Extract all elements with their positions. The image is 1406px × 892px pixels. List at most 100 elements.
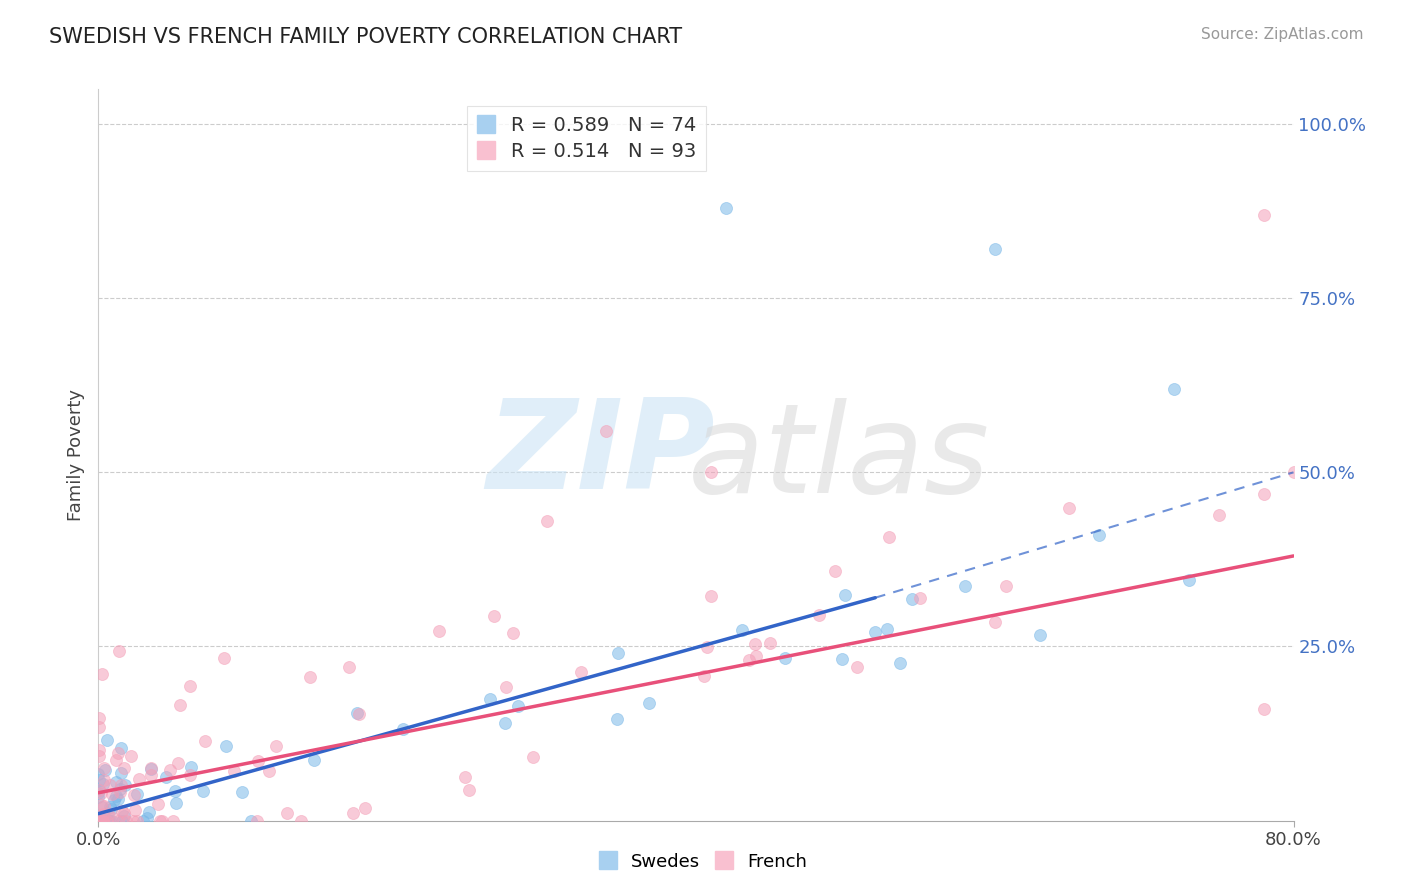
Point xyxy=(191,784,214,798)
Point xyxy=(108,785,131,799)
Point xyxy=(162,814,184,828)
Point xyxy=(114,814,136,828)
Point xyxy=(908,591,931,606)
Point xyxy=(149,814,172,828)
Point xyxy=(138,805,160,820)
Point xyxy=(346,706,368,720)
Point xyxy=(91,806,114,821)
Point xyxy=(104,789,127,804)
Point xyxy=(1163,382,1185,396)
Point xyxy=(155,770,177,784)
Point xyxy=(107,791,129,805)
Point xyxy=(429,624,451,639)
Point xyxy=(98,778,121,792)
Point xyxy=(93,761,115,775)
Point xyxy=(876,622,898,636)
Point xyxy=(738,653,761,667)
Point xyxy=(900,592,922,607)
Point xyxy=(502,626,524,640)
Point xyxy=(222,764,245,779)
Point xyxy=(97,807,120,822)
Point xyxy=(90,799,112,814)
Point xyxy=(834,588,856,602)
Point xyxy=(194,734,217,748)
Point xyxy=(1253,487,1275,501)
Point xyxy=(108,782,131,797)
Point xyxy=(97,814,120,828)
Point xyxy=(91,814,114,828)
Point xyxy=(700,466,723,480)
Point xyxy=(87,720,110,734)
Point xyxy=(87,814,110,828)
Point xyxy=(146,797,169,812)
Point xyxy=(454,770,477,784)
Point xyxy=(595,424,617,438)
Y-axis label: Family Poverty: Family Poverty xyxy=(66,389,84,521)
Point xyxy=(607,646,630,660)
Point xyxy=(103,793,125,807)
Point xyxy=(101,811,124,825)
Point xyxy=(165,796,187,810)
Point xyxy=(290,814,312,828)
Point xyxy=(90,812,112,826)
Point xyxy=(141,762,163,776)
Point xyxy=(637,697,659,711)
Point xyxy=(215,739,238,753)
Point xyxy=(104,775,127,789)
Point xyxy=(98,800,121,814)
Point xyxy=(107,814,129,828)
Point xyxy=(495,681,517,695)
Point xyxy=(494,716,516,731)
Point xyxy=(824,564,846,578)
Point xyxy=(1208,508,1230,523)
Point xyxy=(135,811,157,825)
Point xyxy=(246,754,269,768)
Point xyxy=(87,786,110,800)
Point xyxy=(87,748,110,763)
Point xyxy=(1028,628,1050,642)
Legend: R = 0.589   N = 74, R = 0.514   N = 93: R = 0.589 N = 74, R = 0.514 N = 93 xyxy=(467,106,706,171)
Point xyxy=(120,749,142,764)
Point xyxy=(807,608,830,623)
Point xyxy=(110,740,132,755)
Point xyxy=(877,530,900,544)
Point xyxy=(831,651,853,665)
Point xyxy=(1282,465,1305,479)
Point xyxy=(392,722,415,736)
Point xyxy=(111,805,134,819)
Point xyxy=(179,768,201,782)
Point xyxy=(127,787,149,801)
Point xyxy=(100,802,122,816)
Point xyxy=(696,640,718,654)
Text: SWEDISH VS FRENCH FAMILY POVERTY CORRELATION CHART: SWEDISH VS FRENCH FAMILY POVERTY CORRELA… xyxy=(49,27,682,46)
Point xyxy=(347,706,370,721)
Point xyxy=(953,579,976,593)
Point xyxy=(96,732,118,747)
Point xyxy=(714,201,737,215)
Point xyxy=(107,644,129,658)
Point xyxy=(114,778,136,792)
Point xyxy=(337,660,360,674)
Point xyxy=(90,814,112,828)
Point xyxy=(94,763,117,777)
Point xyxy=(90,798,112,813)
Point xyxy=(693,669,716,683)
Point xyxy=(107,746,129,760)
Point xyxy=(231,785,253,799)
Point xyxy=(93,799,115,814)
Point xyxy=(89,814,111,828)
Point xyxy=(105,753,128,767)
Point xyxy=(90,814,112,828)
Point xyxy=(536,514,558,528)
Point xyxy=(91,813,114,827)
Point xyxy=(91,777,114,791)
Point xyxy=(994,579,1017,593)
Point xyxy=(845,660,868,674)
Point xyxy=(112,761,135,775)
Point xyxy=(276,806,298,821)
Point xyxy=(90,814,112,828)
Point xyxy=(87,767,110,781)
Point xyxy=(90,786,112,800)
Point xyxy=(167,756,190,770)
Point xyxy=(110,766,132,780)
